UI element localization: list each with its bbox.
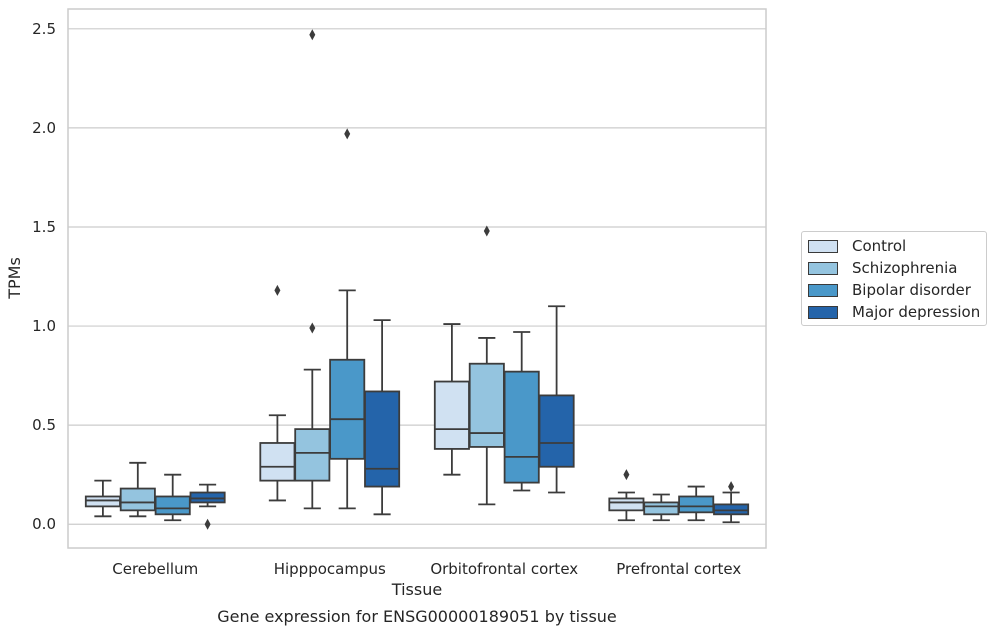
legend-swatch-control [808, 239, 838, 253]
outlier-point [623, 469, 630, 481]
legend-item-major-depression: Major depression [808, 302, 980, 322]
y-tick-label: 2.5 [32, 20, 56, 38]
box-iqr [294, 428, 331, 482]
x-tick-labels: Cerebellum Hipppocampus Orbitofrontal cort… [112, 560, 741, 578]
x-tick-label: Prefrontal cortex [616, 560, 741, 578]
box-orbitofrontal-cortex-major-depression [538, 305, 575, 494]
box-hipppocampus-major-depression [364, 319, 401, 516]
series-major-depression [189, 305, 750, 530]
y-tick-label: 0.0 [32, 515, 56, 533]
plot-area [67, 8, 767, 549]
legend-label-major-depression: Major depression [852, 303, 981, 321]
outlier-point [483, 225, 490, 237]
outlier-point [204, 518, 211, 530]
box-iqr [643, 501, 680, 516]
box-iqr [259, 442, 296, 482]
outlier-point [309, 322, 316, 334]
legend-label-schizophrenia: Schizophrenia [852, 259, 958, 277]
box-iqr [364, 390, 401, 488]
outlier-point [728, 481, 735, 493]
outlier-point [274, 284, 281, 296]
box-orbitofrontal-cortex-schizophrenia [468, 225, 505, 506]
box-iqr [538, 394, 575, 468]
box-iqr [503, 370, 540, 484]
box-iqr [329, 358, 366, 460]
legend-swatch-bipolar-disorder [808, 283, 838, 297]
box-prefrontal-cortex-schizophrenia [643, 493, 680, 522]
legend-item-control: Control [808, 236, 906, 256]
box-orbitofrontal-cortex-control [433, 323, 470, 476]
box-prefrontal-cortex-bipolar-disorder [678, 485, 715, 522]
chart-title: Gene expression for ENSG00000189051 by t… [217, 607, 617, 626]
box-hipppocampus-bipolar-disorder [329, 128, 366, 510]
outlier-point [309, 29, 316, 41]
box-iqr [189, 491, 226, 504]
x-tick-label: Cerebellum [112, 560, 198, 578]
x-axis-label: Tissue [391, 580, 442, 599]
box-cerebellum-major-depression [189, 483, 226, 530]
box-iqr [713, 503, 750, 516]
series-schizophrenia [119, 29, 680, 522]
y-tick-label: 2.0 [32, 119, 56, 137]
legend-swatch-major-depression [808, 305, 838, 319]
x-tick-label: Orbitofrontal cortex [430, 560, 578, 578]
legend-label-control: Control [852, 237, 907, 255]
box-iqr [154, 495, 191, 516]
box-iqr [678, 495, 715, 514]
series-control [84, 284, 645, 522]
y-tick-label: 0.5 [32, 416, 56, 434]
x-tick-label: Hipppocampus [274, 560, 386, 578]
legend-item-schizophrenia: Schizophrenia [808, 258, 957, 278]
y-tick-label: 1.5 [32, 218, 56, 236]
y-tick-labels: 0.0 0.5 1.0 1.5 2.0 2.5 [32, 20, 56, 533]
box-iqr [468, 362, 505, 448]
box-orbitofrontal-cortex-bipolar-disorder [503, 331, 540, 492]
outlier-point [344, 128, 351, 140]
legend-label-bipolar-disorder: Bipolar disorder [852, 281, 971, 299]
box-cerebellum-control [84, 479, 121, 518]
y-axis-label: TPMs [5, 257, 24, 300]
legend-swatch-schizophrenia [808, 261, 838, 275]
series-bipolar-disorder [154, 128, 715, 522]
legend: Control Schizophrenia Bipolar disorder M… [801, 231, 987, 326]
legend-item-bipolar-disorder: Bipolar disorder [808, 280, 971, 300]
box-iqr [608, 497, 645, 512]
box-iqr [119, 487, 156, 512]
box-iqr [84, 495, 121, 508]
grid-lines [68, 28, 766, 525]
box-series [84, 29, 750, 530]
box-iqr [433, 380, 470, 450]
y-tick-label: 1.0 [32, 317, 56, 335]
box-cerebellum-bipolar-disorder [154, 473, 191, 522]
box-hipppocampus-control [259, 284, 296, 502]
box-prefrontal-cortex-major-depression [713, 481, 750, 524]
